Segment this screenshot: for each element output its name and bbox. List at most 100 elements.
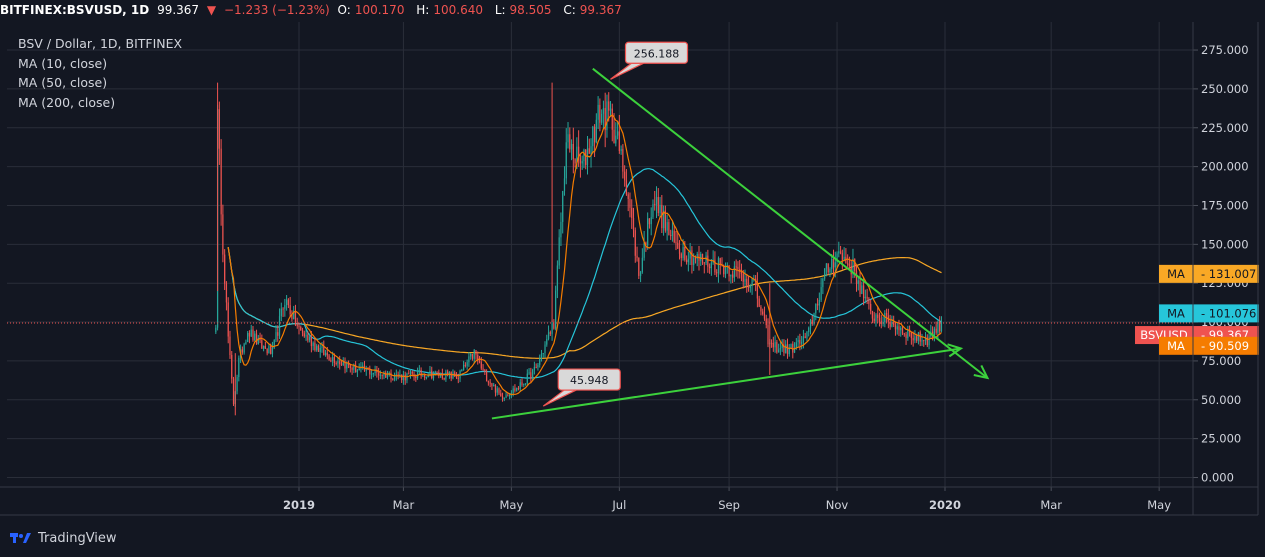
candle-body [749,285,751,288]
candle-body [489,382,491,384]
x-tick-label: Mar [1040,498,1062,512]
candle-body [868,298,870,304]
candle-body [562,191,564,222]
candle-body [735,266,737,268]
candle-body [655,197,658,205]
symbol-label[interactable]: BITFINEX:BSVUSD, 1D [0,3,150,17]
candle-body [723,265,725,275]
candle-body [340,364,343,366]
candle-body [505,395,507,398]
candle-body [362,365,364,367]
candle-body [370,373,373,375]
candle-body [937,321,939,333]
callout-value: 45.948 [570,374,609,387]
candle-body [480,362,482,369]
candle-body [907,329,909,339]
candle-body [825,263,828,269]
candle-body [779,348,782,350]
candle-body [501,396,504,399]
candle-body [870,303,872,312]
candle-body [643,242,645,258]
candle-body [836,253,838,263]
candle-body [429,370,431,376]
candle-body [475,350,477,355]
candle-body [889,321,891,327]
candle-body [678,248,681,254]
candle-body [740,272,743,274]
candle-body [724,267,727,275]
y-axis[interactable]: 0.00025.00050.00075.000100.000125.000150… [1193,43,1249,485]
candle-body [760,306,762,312]
legend-ma200[interactable]: MA (200, close) [18,94,116,110]
legend-title[interactable]: BSV / Dollar, 1D, BITFINEX [18,36,183,51]
candle-body [831,259,833,269]
price-callout[interactable]: 256.188 [610,41,689,80]
candle-body [770,342,773,344]
candle-body [877,314,879,318]
candle-body [599,104,601,123]
candle-body [685,259,688,263]
trendline[interactable] [592,67,989,379]
candle-body [684,247,686,260]
candle-body [261,340,263,349]
candle-body [855,271,858,284]
candle-body [494,384,497,393]
candle-body [638,257,640,276]
legend-ma10[interactable]: MA (10, close) [18,55,108,71]
candle-body [648,218,651,225]
candle-body [404,374,406,381]
candle-body [308,337,311,341]
candle-body [790,343,792,349]
candle-body [629,198,631,208]
candle-body [733,266,736,278]
price-callout[interactable]: 45.948 [542,368,621,407]
candle-body [493,384,495,387]
candle-body [719,258,721,266]
trendline[interactable] [491,347,962,420]
candle-body [731,274,734,278]
candle-body [448,372,451,374]
candle-body [893,322,895,326]
callouts[interactable]: 256.188 45.948 [542,41,689,407]
candle-body [355,364,357,373]
candle-body [326,352,328,356]
candle-body [671,230,674,236]
candle-body [386,374,389,378]
candle-body [270,346,272,354]
tradingview-logo-icon [10,533,31,543]
candle-body [891,322,893,327]
price-tag-value: - 101.076 [1201,306,1256,320]
candle-body [668,222,670,236]
x-axis[interactable]: 2019 Mar May Jul Sep Nov 2020 Mar May [283,487,1171,512]
ma-line [227,168,942,379]
candle-body [305,335,307,337]
candle-body [632,217,635,231]
candle-body [788,348,790,355]
candle-body [294,311,297,325]
candle-body [278,316,281,336]
legend-ma50[interactable]: MA (50, close) [18,75,108,90]
candle-body [418,370,420,373]
candle-body [232,378,235,405]
candle-body [291,314,293,320]
candle-body [452,372,454,379]
candle-body [450,372,452,379]
candle-body [666,222,668,231]
footer[interactable]: TradingView [10,528,117,548]
price-tag-label: MA [1167,267,1185,281]
candle-body [264,346,266,349]
candle-body [544,344,546,354]
candle-body [533,366,536,370]
candle-body [774,342,776,348]
candle-body [500,393,502,397]
candle-body [816,303,819,306]
candle-body [303,333,305,337]
price-tag-label: MA [1167,306,1185,320]
trendlines[interactable] [491,67,990,420]
candle-body [809,320,812,328]
candle-body [436,371,438,373]
candle-body [912,338,914,341]
price-tag-value: - 131.007 [1201,267,1256,281]
